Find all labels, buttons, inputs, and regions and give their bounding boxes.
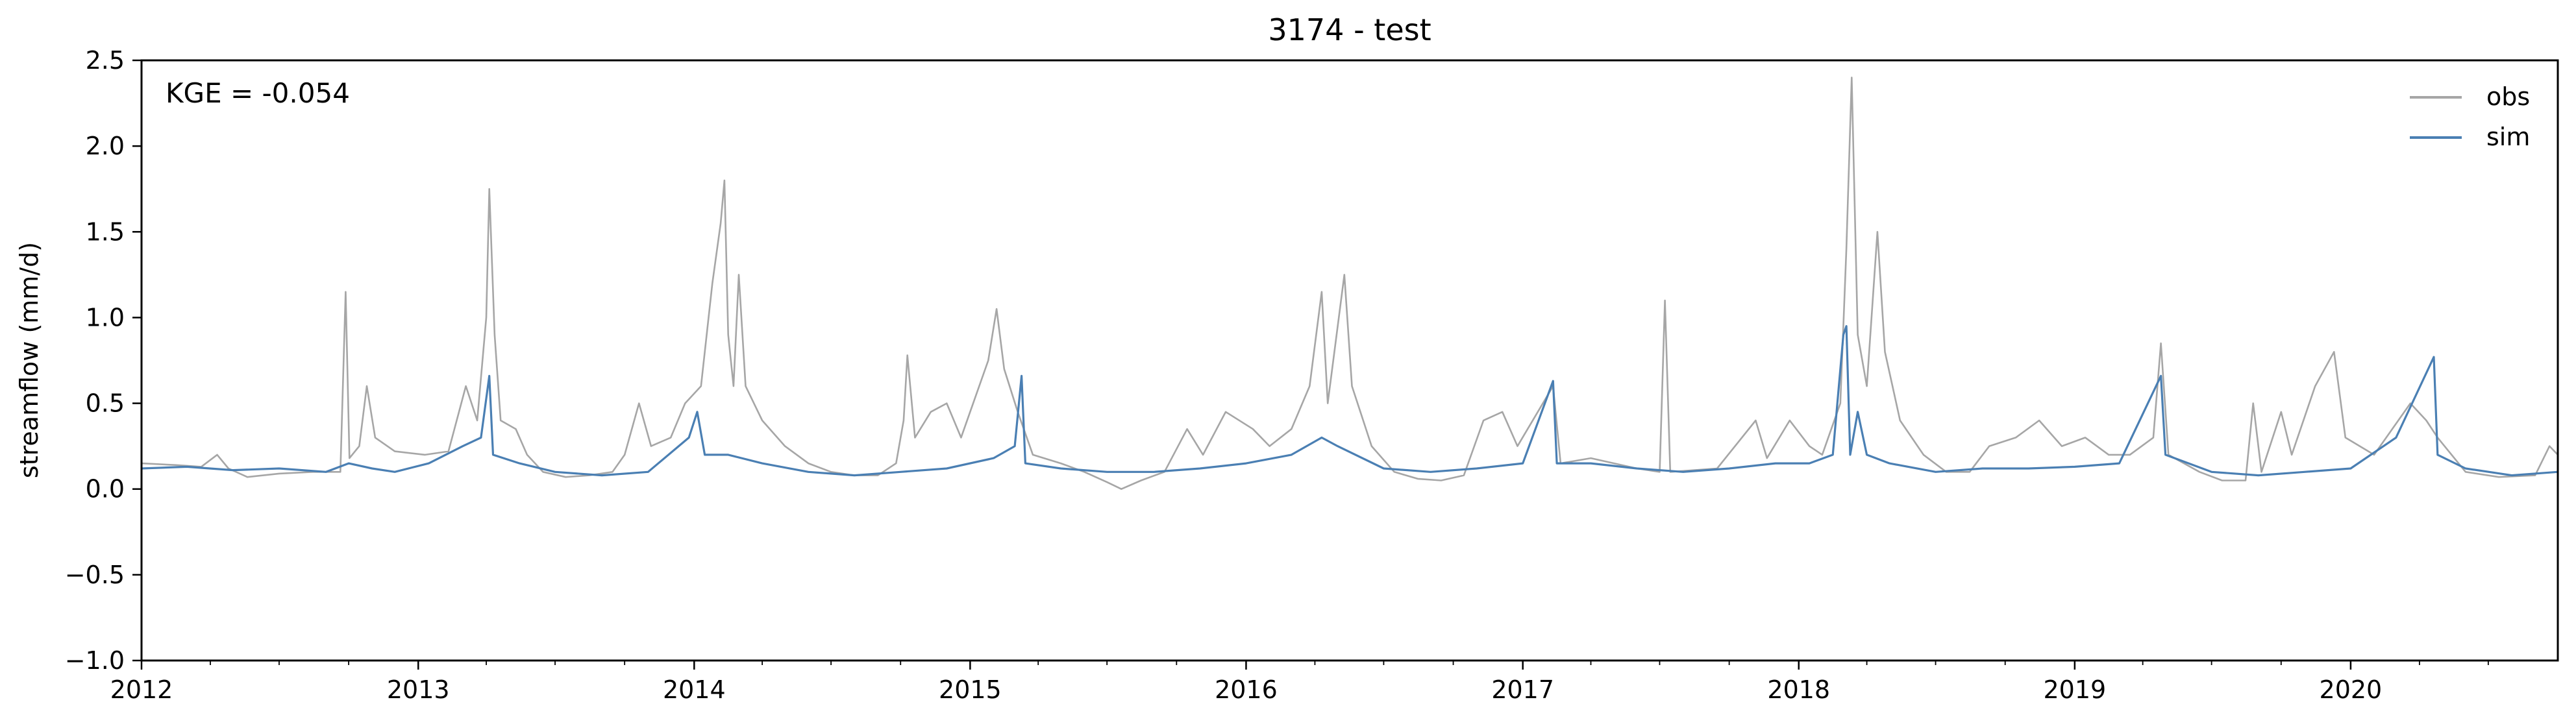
x-tick-label: 2012 [110, 675, 173, 704]
y-axis-label: streamflow (mm/d) [15, 242, 43, 478]
x-tick-label: 2016 [1215, 675, 1278, 704]
x-tick-label: 2017 [1491, 675, 1554, 704]
x-tick-label: 2014 [663, 675, 726, 704]
y-tick-label: 2.0 [86, 132, 125, 160]
x-tick-label: 2013 [387, 675, 450, 704]
x-tick-label: 2018 [1767, 675, 1830, 704]
x-tick-label: 2015 [939, 675, 1002, 704]
series-line-sim [141, 325, 2558, 477]
y-tick-label: 0.5 [86, 389, 125, 418]
series-lines [141, 77, 2558, 490]
y-tick-label: −1.0 [65, 646, 125, 675]
x-axis: 2012 2013 2014 2015 2016 2017 2018 2019 2020 [110, 661, 2489, 704]
y-tick-label: 0.0 [86, 475, 125, 504]
legend: obs sim [2410, 82, 2530, 151]
plot-frame [140, 59, 2559, 662]
x-tick-label: 2020 [2320, 675, 2383, 704]
y-tick-label: −0.5 [65, 561, 125, 589]
y-tick-label: 1.0 [86, 303, 125, 332]
y-tick-label: 2.5 [86, 46, 125, 75]
chart-title: 3174 - test [1268, 12, 1431, 47]
y-axis: −1.0 −0.5 0.0 0.5 1.0 1.5 2.0 2.5 [65, 46, 142, 675]
kge-annotation: KGE = -0.054 [166, 77, 350, 109]
y-tick-label: 1.5 [86, 217, 125, 246]
series-line-obs [141, 77, 2558, 490]
legend-sim-label: sim [2486, 123, 2530, 151]
x-tick-label: 2019 [2043, 675, 2106, 704]
legend-obs-label: obs [2486, 82, 2530, 111]
